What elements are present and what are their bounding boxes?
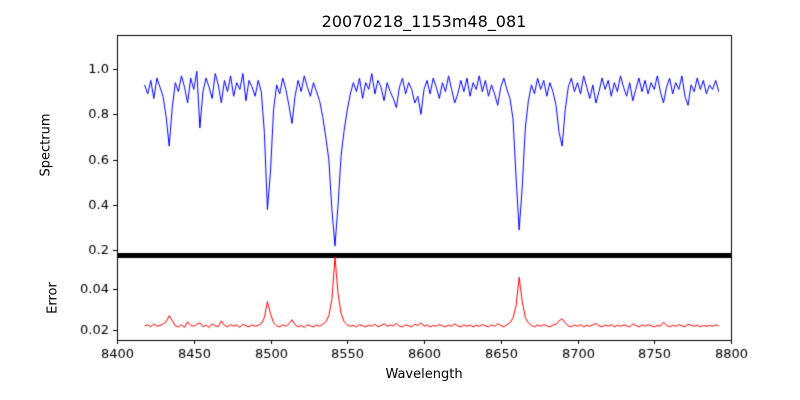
chart-title: 20070218_1153m48_081 bbox=[321, 12, 527, 31]
y-axis-label-error: Error bbox=[45, 282, 61, 314]
x-axis-label: Wavelength bbox=[385, 367, 463, 382]
y-axis-label-spectrum: Spectrum bbox=[38, 113, 54, 177]
